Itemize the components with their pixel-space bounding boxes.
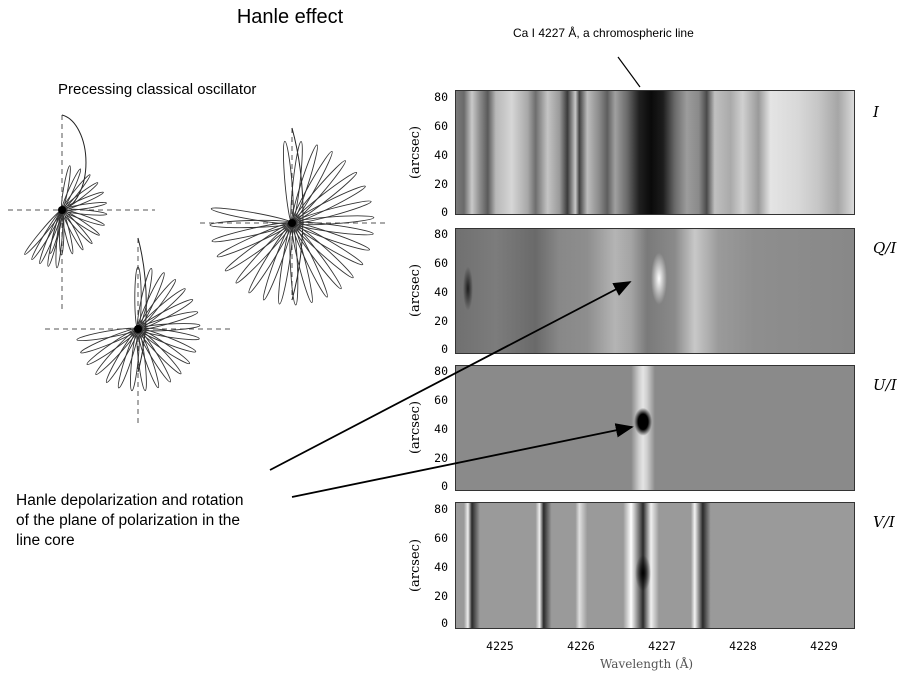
y-tick: 0 bbox=[441, 205, 448, 219]
y-tick: 60 bbox=[434, 531, 448, 545]
line-label: Ca I 4227 Å, a chromospheric line bbox=[513, 26, 694, 40]
annotation-text: Hanle depolarization and rotation of the… bbox=[16, 491, 316, 551]
stokes-label-u: U/I bbox=[873, 376, 897, 394]
x-tick: 4227 bbox=[648, 639, 676, 653]
annotation-line-1: Hanle depolarization and rotation bbox=[16, 492, 244, 509]
y-tick: 20 bbox=[434, 314, 448, 328]
annotation-arrow-q bbox=[269, 281, 632, 471]
y-tick: 40 bbox=[434, 560, 448, 574]
y-tick: 40 bbox=[434, 285, 448, 299]
stokes-label-i: I bbox=[873, 103, 879, 121]
panel-stokes-u bbox=[455, 365, 855, 491]
line-label-pointer bbox=[617, 56, 641, 88]
oscillator-small bbox=[8, 114, 155, 310]
y-tick: 20 bbox=[434, 451, 448, 465]
y-tick: 0 bbox=[441, 342, 448, 356]
y-tick: 60 bbox=[434, 393, 448, 407]
oscillator-medium bbox=[45, 237, 230, 425]
annotation-line-3: line core bbox=[16, 532, 75, 549]
y-tick: 60 bbox=[434, 256, 448, 270]
x-tick: 4229 bbox=[810, 639, 838, 653]
y-tick: 0 bbox=[441, 479, 448, 493]
oscillator-large bbox=[200, 127, 385, 306]
y-tick: 80 bbox=[434, 90, 448, 104]
y-tick: 80 bbox=[434, 502, 448, 516]
x-axis-label: Wavelength (Å) bbox=[600, 657, 694, 671]
oscillator-title: Precessing classical oscillator bbox=[58, 81, 257, 98]
y-tick: 20 bbox=[434, 589, 448, 603]
y-tick: 60 bbox=[434, 119, 448, 133]
stokes-label-q: Q/I bbox=[873, 239, 897, 257]
figure-title: Hanle effect bbox=[236, 6, 344, 28]
annotation-line-2: of the plane of polarization in the bbox=[16, 512, 241, 529]
y-tick: 80 bbox=[434, 227, 448, 241]
y-tick: 0 bbox=[441, 616, 448, 630]
oscillator-petal bbox=[117, 328, 139, 389]
y-tick: 80 bbox=[434, 364, 448, 378]
panel-stokes-q bbox=[455, 228, 855, 354]
y-tick: 40 bbox=[434, 422, 448, 436]
y-tick: 20 bbox=[434, 177, 448, 191]
x-tick: 4228 bbox=[729, 639, 757, 653]
x-tick: 4225 bbox=[486, 639, 514, 653]
stokes-label-v: V/I bbox=[873, 513, 895, 531]
y-tick: 40 bbox=[434, 148, 448, 162]
annotation-arrow-u bbox=[291, 423, 634, 498]
x-tick: 4226 bbox=[567, 639, 595, 653]
panel-stokes-v bbox=[455, 502, 855, 629]
panel-stokes-i bbox=[455, 90, 855, 215]
